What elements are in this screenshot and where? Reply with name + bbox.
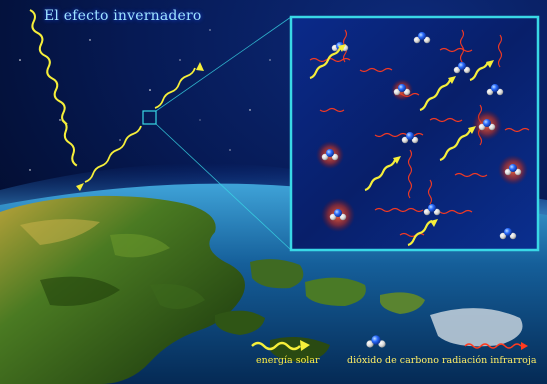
legend-label-co2: dióxido de carbono (347, 355, 439, 366)
diagram-title: El efecto invernadero (44, 8, 202, 24)
zoom-line-bottom (155, 123, 292, 251)
zoom-line-top (155, 16, 292, 112)
reflected-solar-ray (84, 62, 204, 183)
incoming-solar-ray (29, 9, 84, 191)
infrared-wave-icon (464, 342, 528, 350)
solar-wave-icon (251, 340, 310, 351)
zoom-source-box (142, 110, 157, 125)
legend (251, 335, 528, 351)
co2-molecules (321, 32, 522, 240)
land-texture (20, 219, 205, 309)
co2-molecule-icon (366, 335, 386, 348)
continent (0, 195, 245, 384)
panel-solar-rays (309, 44, 494, 247)
zoom-indicator (142, 16, 292, 251)
stars (19, 29, 271, 171)
legend-label-solar: energía solar (256, 355, 320, 366)
infrared-rays (309, 29, 530, 238)
islands (215, 259, 523, 362)
legend-label-infrared: radiación infrarroja (442, 355, 537, 366)
molecular-zoom-panel (289, 15, 540, 252)
